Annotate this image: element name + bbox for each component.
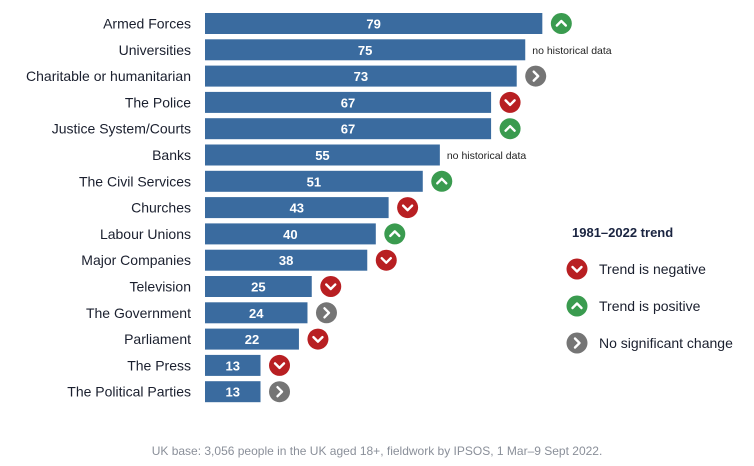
no-historical-data-note: no historical data [447,150,527,162]
bar [205,381,261,403]
category-label: The Civil Services [79,173,191,189]
category-label: The Police [125,94,191,110]
category-label: Churches [131,200,191,216]
value-label: 51 [307,174,321,189]
trend-negative-icon [269,354,291,376]
bar [205,118,492,140]
value-label: 43 [290,201,304,216]
category-label: Justice System/Courts [52,121,191,137]
bar-row: Charitable or humanitarian 73 [26,65,547,87]
trend-negative-icon [307,328,329,350]
value-label: 79 [366,17,380,32]
bar-row: Parliament 22 [124,328,329,350]
bar [205,276,312,297]
category-label: The Political Parties [67,384,191,400]
trend-positive-icon [566,295,588,317]
bar [205,197,389,219]
bar-row: The Press 13 [127,354,291,376]
bar [205,144,440,166]
legend-label: Trend is positive [599,298,701,314]
category-label: Television [130,279,191,295]
no-change-icon [525,65,547,87]
bar [205,328,299,350]
bar [205,65,517,87]
bar-row: The Civil Services 51 [79,170,453,192]
legend-item: Trend is negative [566,258,706,280]
value-label: 75 [358,43,372,58]
bar [205,39,526,61]
value-label: 24 [249,306,264,321]
bar [205,91,492,113]
bar [205,354,261,376]
bar-row: Labour Unions 40 [100,223,406,245]
trend-negative-icon [566,258,588,280]
bar [205,170,423,192]
bar [205,223,376,245]
bar-row: Banks 55 no historical data [152,144,527,166]
category-label: The Press [127,357,191,373]
footer-note: UK base: 3,056 people in the UK aged 18+… [152,444,603,458]
no-change-icon [566,332,588,354]
category-label: Parliament [124,331,191,347]
bar-row: Major Companies 38 [81,249,397,271]
value-label: 40 [283,227,297,242]
trend-positive-icon [384,223,406,245]
category-label: Armed Forces [103,16,191,32]
legend-item: No significant change [566,332,733,354]
trend-negative-icon [397,197,419,219]
legend: 1981–2022 trend Trend is negative Trend i… [566,225,733,354]
bar-row: The Government 24 [86,302,337,324]
legend-item: Trend is positive [566,295,701,317]
bar-row: The Police 67 [125,91,521,113]
no-change-icon [315,302,337,324]
trend-negative-icon [375,249,397,271]
bar-row: The Political Parties 13 [67,381,291,403]
trend-negative-icon [499,91,521,113]
category-label: Universities [119,42,191,58]
value-label: 67 [341,95,355,110]
trend-positive-icon [431,170,453,192]
bar-row: Television 25 [130,276,342,297]
bar-row: Universities 75 no historical data [119,39,612,61]
category-label: Major Companies [81,252,191,268]
bar [205,302,308,324]
category-label: The Government [86,305,191,321]
value-label: 73 [354,69,368,84]
category-label: Labour Unions [100,226,191,242]
no-historical-data-note: no historical data [532,45,612,57]
value-label: 13 [226,358,240,373]
bar-row: Justice System/Courts 67 [52,118,521,140]
value-label: 67 [341,122,355,137]
no-change-icon [269,381,291,403]
bar-row: Armed Forces 79 [103,13,572,34]
legend-label: No significant change [599,335,733,351]
bar-row: Churches 43 [131,197,419,219]
trend-negative-icon [320,276,342,297]
value-label: 22 [245,332,259,347]
value-label: 13 [226,385,240,400]
bar [205,13,543,34]
bars: Armed Forces 79 Universities 75 no historica… [26,13,612,403]
legend-label: Trend is negative [599,261,706,277]
category-label: Banks [152,147,191,163]
trend-positive-icon [550,13,572,34]
value-label: 25 [251,280,265,295]
value-label: 38 [279,253,293,268]
legend-title: 1981–2022 trend [572,225,673,240]
trend-positive-icon [499,118,521,140]
value-label: 55 [315,148,329,163]
category-label: Charitable or humanitarian [26,68,191,84]
bar [205,249,368,271]
